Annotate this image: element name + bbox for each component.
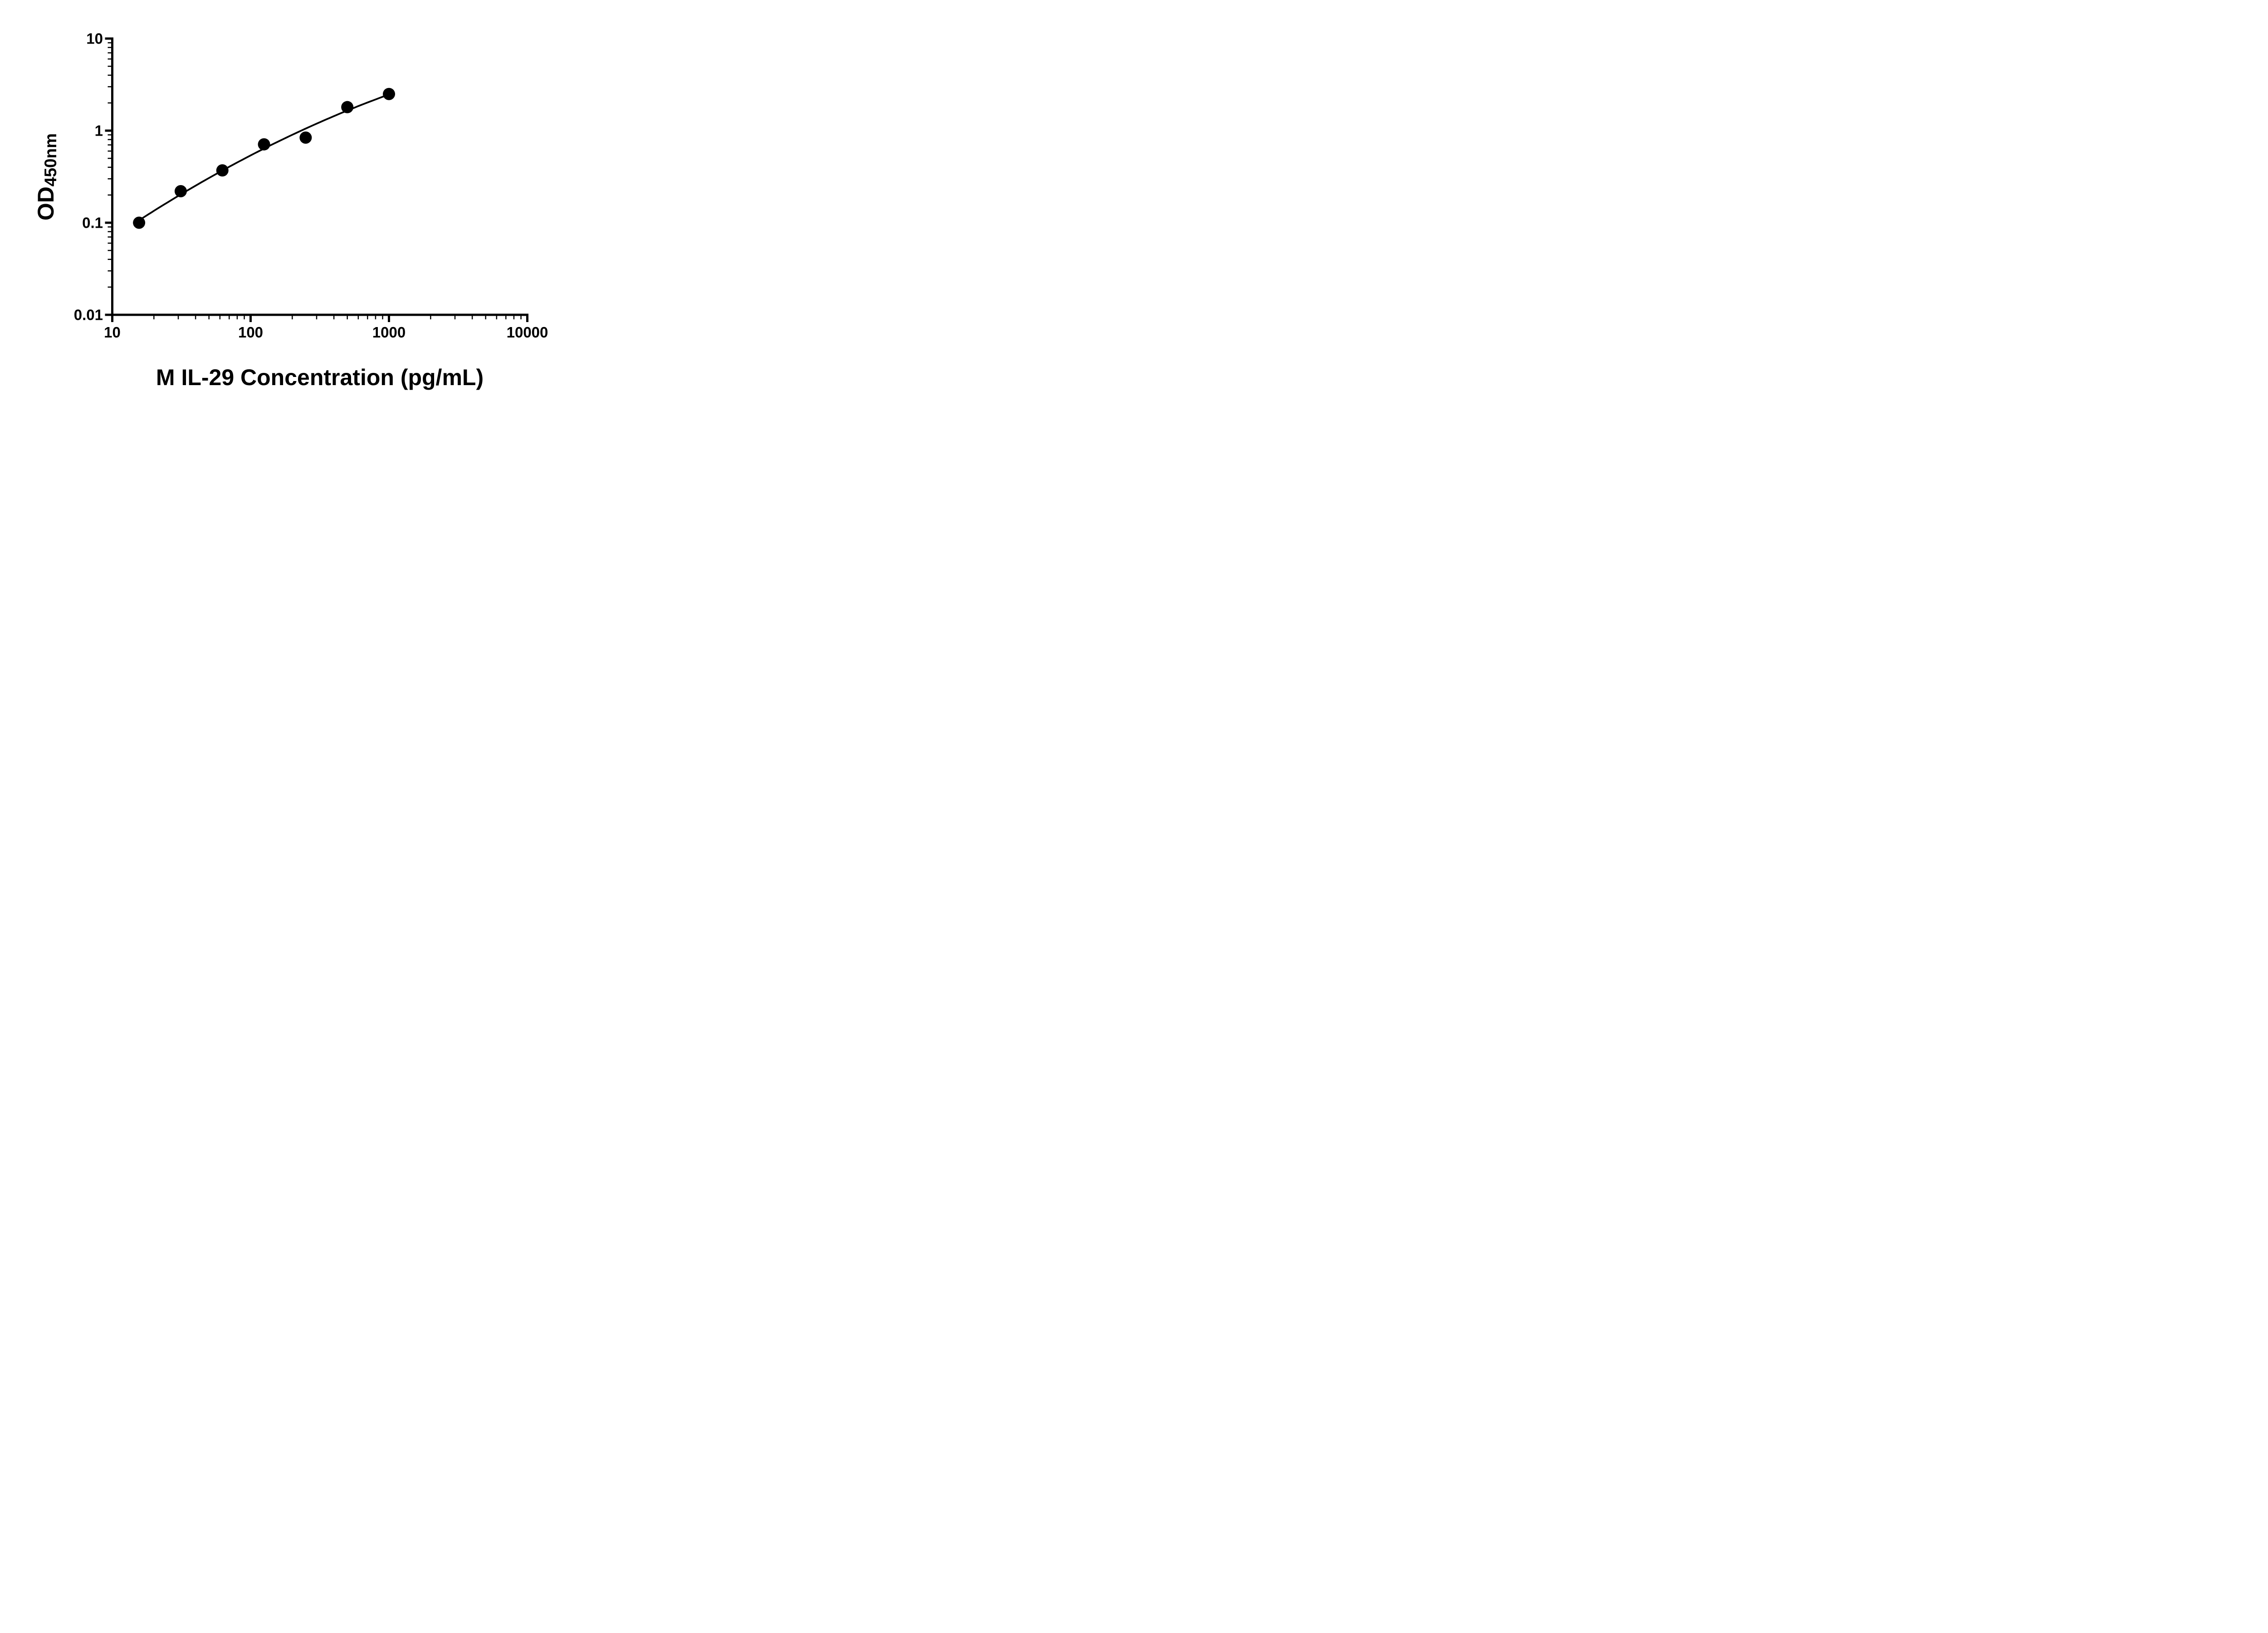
x-tick-label: 10000	[506, 324, 548, 341]
x-tick-label: 10	[104, 324, 121, 341]
chart-canvas	[105, 37, 528, 322]
y-axis-title: OD450nm	[33, 133, 60, 221]
y-axis-title-main: OD	[33, 186, 59, 221]
y-tick-label: 1	[94, 122, 103, 139]
x-tick-label: 100	[238, 324, 264, 341]
y-tick-label: 0.1	[82, 214, 103, 231]
major-ticks	[105, 37, 528, 322]
y-tick-label: 0.01	[73, 306, 103, 323]
data-point	[299, 131, 312, 144]
y-axis-title-subscript: 450nm	[41, 133, 60, 187]
x-axis-title: M IL-29 Concentration (pg/mL)	[156, 365, 484, 390]
elisa-standard-curve-figure: 10 100 1000 10000 10 1 0.1 0.01 M IL-29 Concent…	[0, 0, 583, 408]
data-points	[133, 88, 395, 229]
data-point	[133, 216, 146, 229]
data-point	[216, 164, 229, 177]
x-tick-label: 1000	[372, 324, 406, 341]
y-tick-label: 10	[86, 30, 103, 47]
axes	[111, 37, 528, 316]
fit-curve-line	[138, 93, 390, 221]
data-point	[341, 101, 354, 113]
data-point	[174, 185, 187, 197]
data-point	[383, 88, 395, 100]
data-point	[258, 138, 270, 151]
minor-ticks	[108, 42, 522, 319]
